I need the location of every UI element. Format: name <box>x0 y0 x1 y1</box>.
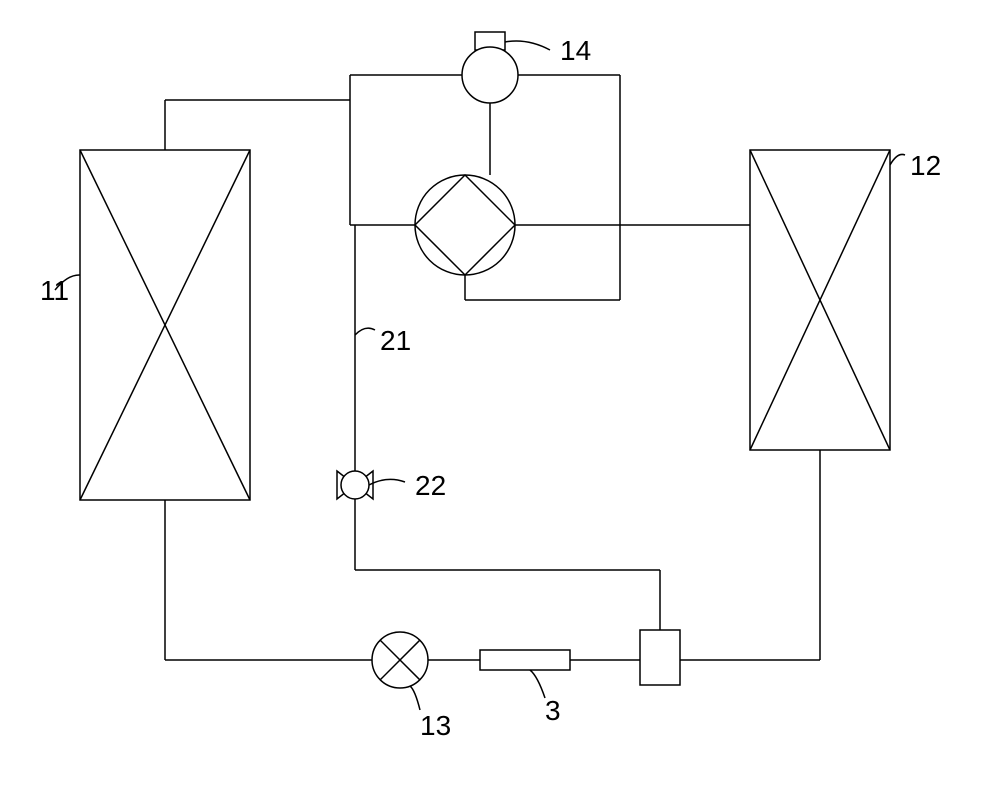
label-22-text: 22 <box>415 470 446 501</box>
label-13: 13 <box>410 686 451 741</box>
label-14-text: 14 <box>560 35 591 66</box>
label-12: 12 <box>890 150 941 181</box>
label-11: 11 <box>40 275 80 306</box>
label-3: 3 <box>530 670 561 726</box>
compressor-14 <box>462 32 518 103</box>
label-22: 22 <box>369 470 446 501</box>
label-11-text: 11 <box>40 275 69 306</box>
heat-exchanger-11 <box>80 150 250 500</box>
label-3-text: 3 <box>545 695 561 726</box>
filter-3 <box>480 650 570 670</box>
heat-exchanger-12 <box>750 150 890 450</box>
valve-22 <box>337 471 373 499</box>
label-14: 14 <box>505 35 591 66</box>
expansion-valve-13 <box>372 632 428 688</box>
label-13-text: 13 <box>420 710 451 741</box>
junction-box <box>640 630 680 685</box>
label-21-text: 21 <box>380 325 411 356</box>
four-way-valve <box>415 175 515 275</box>
label-21: 21 <box>355 325 411 356</box>
label-12-text: 12 <box>910 150 941 181</box>
